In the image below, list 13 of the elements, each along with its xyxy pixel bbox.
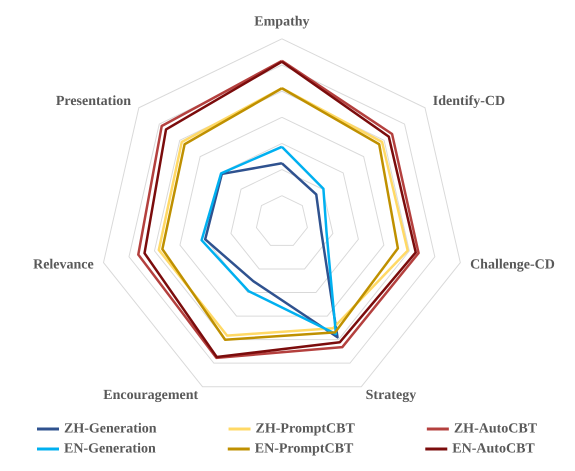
spoke-label: Identify-CD bbox=[432, 94, 506, 110]
legend-label: ZH-Generation bbox=[64, 422, 157, 436]
spoke-label: Empathy bbox=[254, 14, 310, 30]
spoke-label: Challenge-CD bbox=[470, 257, 555, 272]
spoke-label: Relevance bbox=[33, 257, 94, 272]
legend-label: ZH-PromptCBT bbox=[256, 422, 356, 436]
spoke-label: Strategy bbox=[366, 388, 416, 404]
legend-label: ZH-AutoCBT bbox=[454, 422, 538, 436]
legend-label: EN-PromptCBT bbox=[254, 442, 354, 456]
spoke-label: Presentation bbox=[56, 94, 132, 110]
legend-label: EN-AutoCBT bbox=[452, 442, 536, 456]
legend-label: EN-Generation bbox=[64, 442, 156, 456]
spoke-label: Encouragement bbox=[103, 388, 198, 404]
